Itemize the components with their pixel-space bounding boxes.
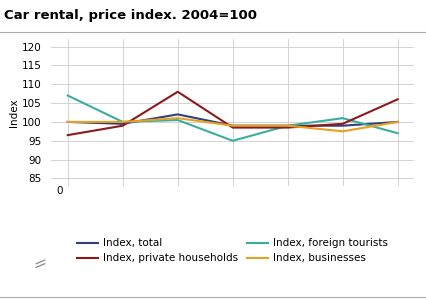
Index, total [65,120,70,124]
Index, foreign tourists [340,116,345,120]
Index, businesses [394,120,399,124]
Text: 0: 0 [57,186,63,196]
Index, private households [120,124,125,128]
Line: Index, foreign tourists: Index, foreign tourists [68,95,397,141]
Index, total [230,124,235,128]
Index, private households [175,90,180,94]
Index, businesses [285,124,290,128]
Index, foreign tourists [175,118,180,122]
Index, foreign tourists [230,139,235,142]
Index, private households [285,126,290,129]
Legend: Index, total, Index, private households, Index, foreign tourists, Index, busines: Index, total, Index, private households,… [77,238,387,263]
Line: Index, businesses: Index, businesses [68,118,397,131]
Index, foreign tourists [120,120,125,124]
Index, private households [230,126,235,129]
Index, private households [394,98,399,101]
Index, total [120,122,125,126]
Index, businesses [120,120,125,124]
Index, businesses [65,120,70,124]
Line: Index, total: Index, total [68,114,397,126]
Text: Car rental, price index. 2004=100: Car rental, price index. 2004=100 [4,9,257,22]
Index, private households [340,122,345,126]
Index, total [175,112,180,116]
Index, total [340,124,345,128]
Index, businesses [340,130,345,133]
Index, businesses [175,116,180,120]
Y-axis label: Index: Index [9,98,19,127]
Index, foreign tourists [285,124,290,128]
Index, total [285,124,290,128]
Index, private households [65,133,70,137]
Index, foreign tourists [394,131,399,135]
Index, businesses [230,124,235,128]
Line: Index, private households: Index, private households [68,92,397,135]
Index, foreign tourists [65,94,70,97]
Index, total [394,120,399,124]
